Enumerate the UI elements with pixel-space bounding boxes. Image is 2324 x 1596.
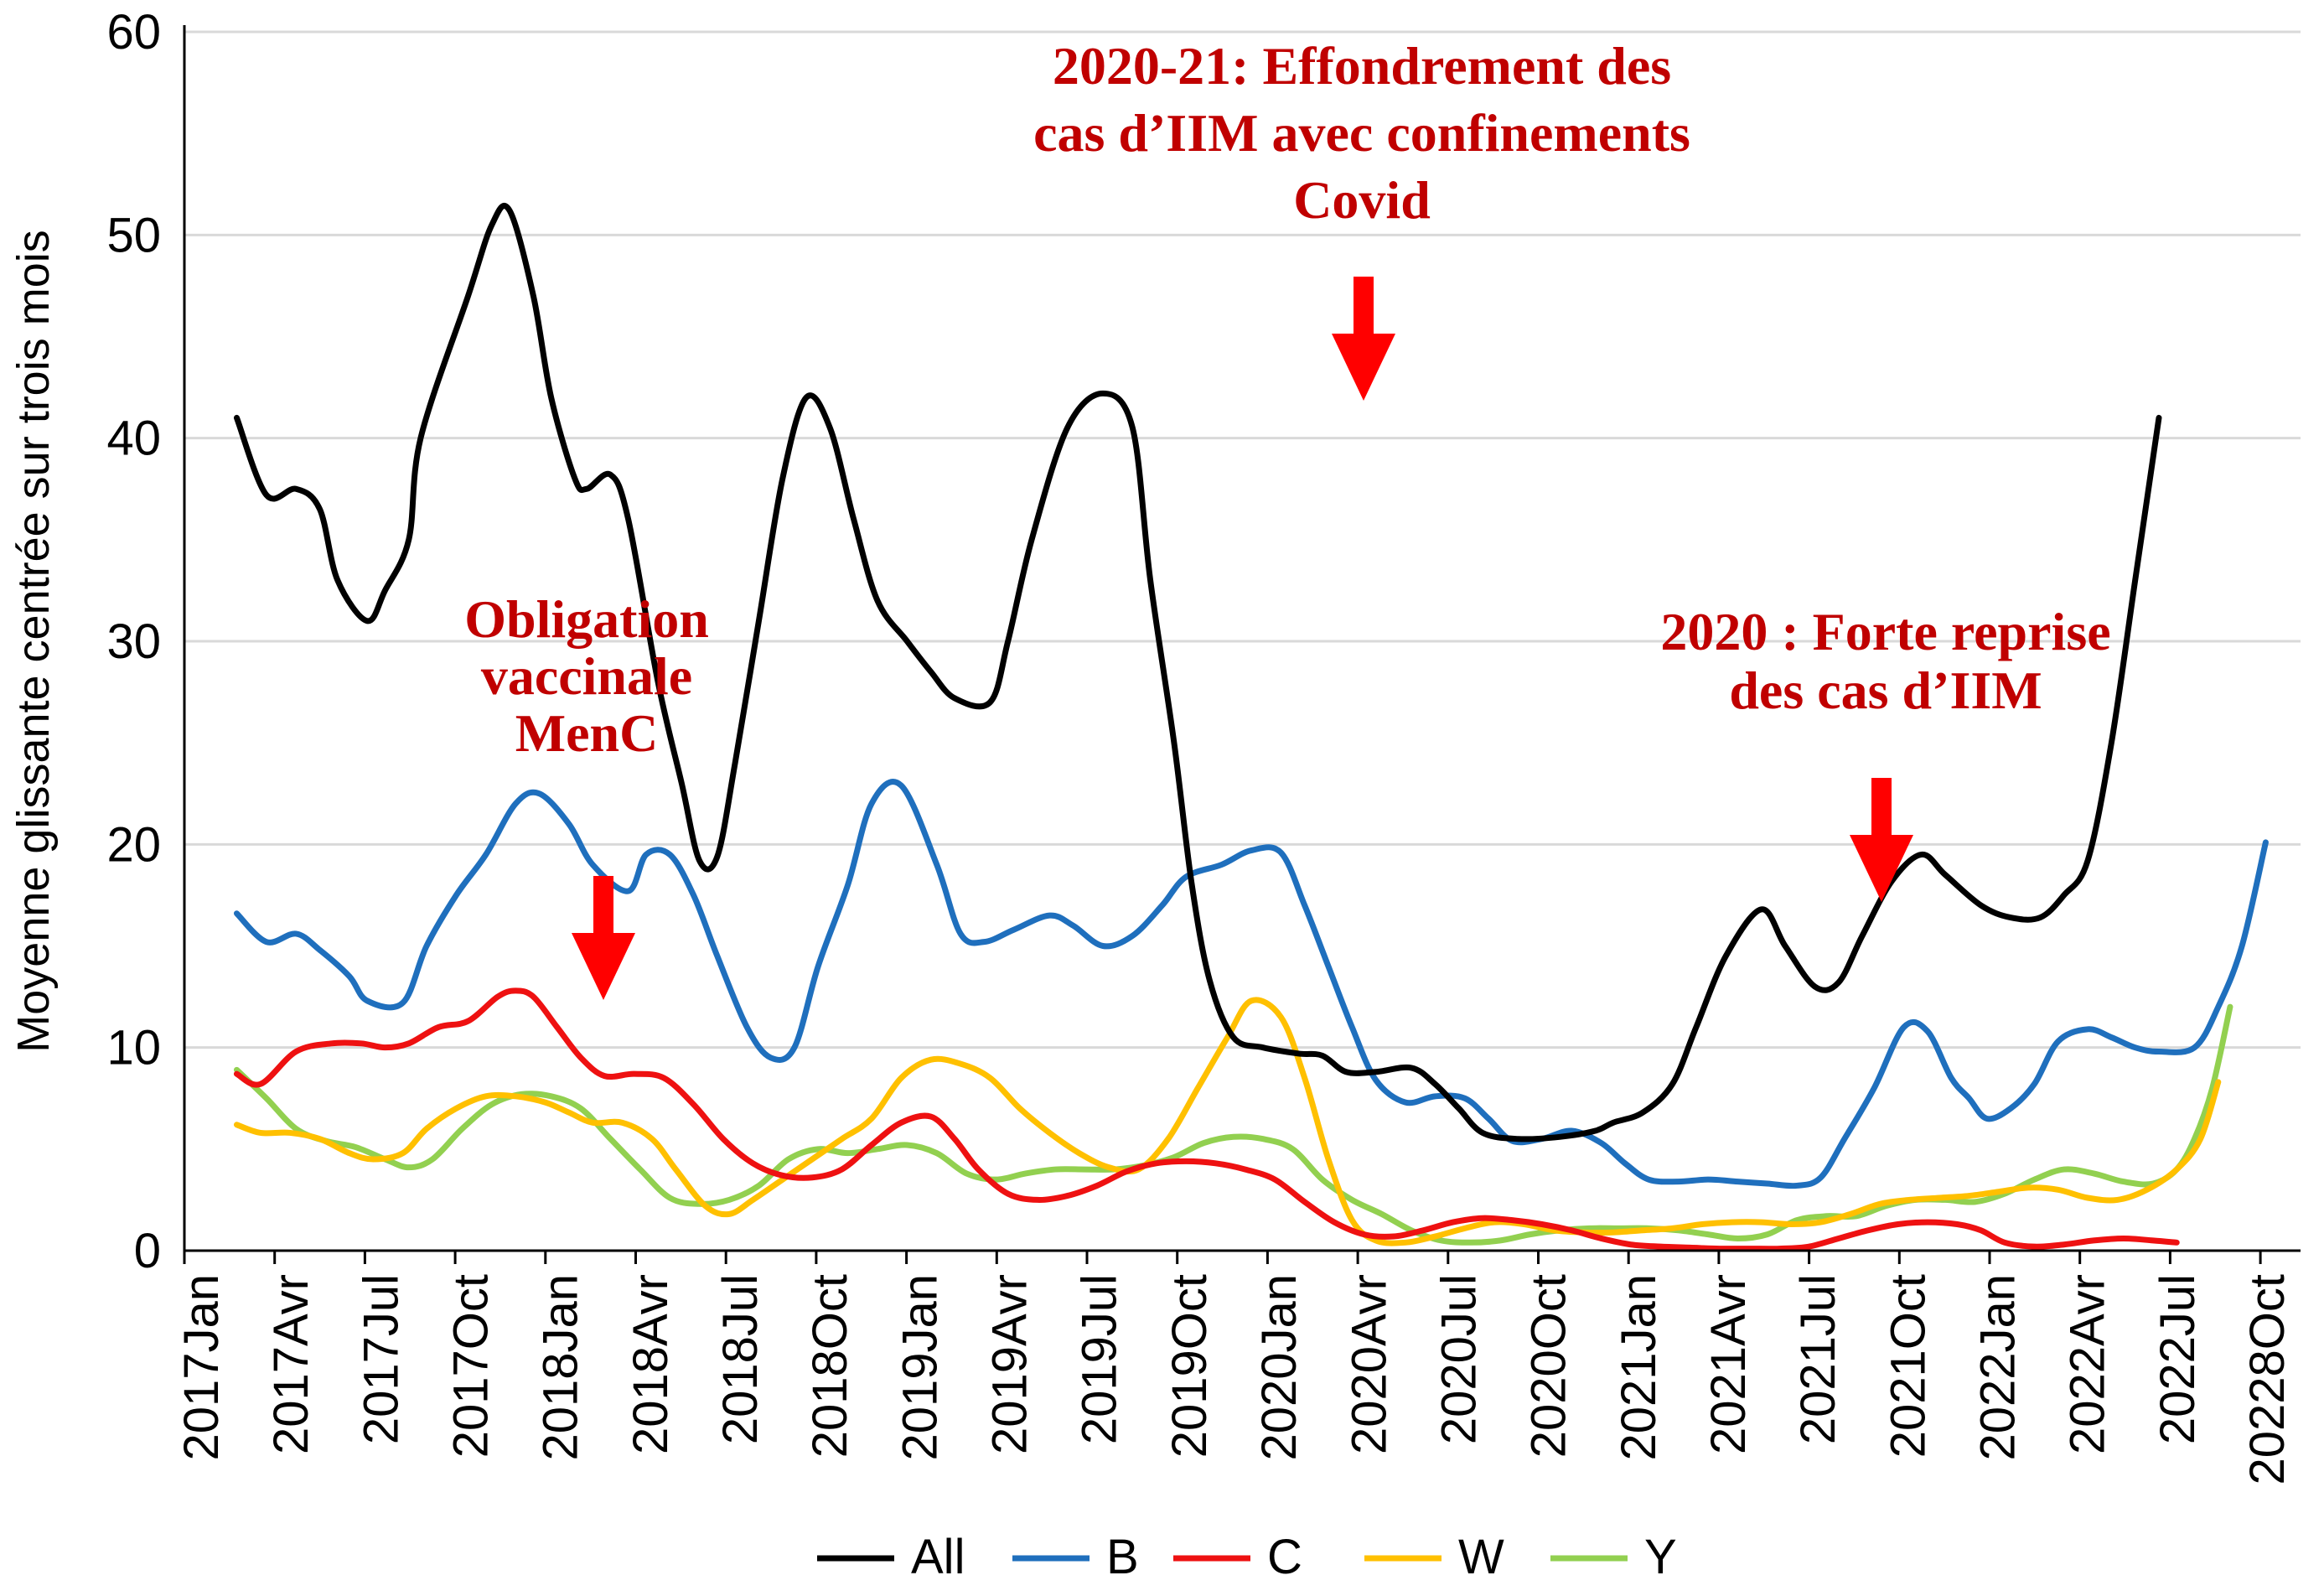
legend-label: B [1106, 1530, 1139, 1584]
x-tick-label: 2020Jan [1252, 1274, 1307, 1461]
x-tick-label: 2017Oct [444, 1274, 499, 1458]
legend-label: All [911, 1530, 965, 1584]
x-tick-label: 2022Avr [2061, 1274, 2115, 1454]
annotation-text: vaccinale [481, 646, 692, 706]
x-tick-label: 2022Jul [2151, 1274, 2205, 1444]
annotation-arrow-icon [572, 876, 635, 1000]
annotation-text: des cas d’IIM [1729, 661, 2042, 720]
x-tick-label: 2018Jul [713, 1274, 768, 1444]
annotation-text: MenC [515, 703, 659, 763]
axes: 0 10 20 30 40 50 60 2017Jan 2017Avr 2017Jul 2017Oc… [8, 5, 2301, 1485]
legend-label: Y [1644, 1530, 1677, 1584]
x-tick-label: 2022Jan [1970, 1274, 2025, 1461]
x-tick-label: 2021Jan [1612, 1274, 1666, 1461]
annotation-text: 2020-21: Effondrement des [1053, 36, 1671, 96]
y-tick-label: 0 [134, 1224, 161, 1278]
x-tick-label: 2021Avr [1701, 1274, 1756, 1454]
legend-label: W [1458, 1530, 1504, 1584]
series-line-w [233, 997, 2222, 1246]
legend-label: C [1267, 1530, 1302, 1584]
y-tick-label: 50 [106, 208, 161, 262]
annotation-text: Obligation [464, 589, 709, 649]
y-tick-label: 20 [106, 817, 161, 872]
x-tick-label: 2018Oct [803, 1274, 857, 1458]
series-line-all [233, 203, 2162, 1143]
x-tick-label: 2021Oct [1881, 1274, 1935, 1458]
annotation-arrow-icon [1850, 778, 1913, 902]
y-tick-label: 30 [106, 614, 161, 669]
annotation-text: Covid [1293, 170, 1431, 230]
y-axis-title: Moyenne glissante centrée sur trois mois [8, 230, 59, 1052]
annotation-text: 2020 : Forte reprise [1660, 602, 2110, 661]
x-tick-label: 2017Jan [174, 1274, 229, 1461]
x-tick-label: 2018Jan [534, 1274, 588, 1461]
x-tick-label: 2019Jan [893, 1274, 947, 1461]
x-tick-label: 2021Jul [1791, 1274, 1845, 1444]
x-tick-label: 2020Jul [1431, 1274, 1486, 1444]
x-tick-label: 2017Avr [264, 1274, 318, 1454]
y-tick-label: 40 [106, 412, 161, 466]
x-tick-label: 2019Avr [983, 1274, 1038, 1454]
x-tick-label: 2019Oct [1162, 1274, 1217, 1458]
annotation-arrow-icon [1332, 277, 1395, 401]
series-line-c [233, 987, 2180, 1252]
y-tick-label: 60 [106, 5, 161, 60]
annotation-text: cas d’IIM avec confinements [1033, 103, 1690, 163]
y-tick-label: 10 [106, 1021, 161, 1075]
series-lines [233, 203, 2269, 1252]
series-line-b [233, 779, 2269, 1189]
x-tick-label: 20228Oct [2240, 1274, 2295, 1485]
gridlines [184, 30, 2301, 1049]
x-tick-label: 2020Avr [1342, 1274, 1396, 1454]
x-tick-label: 2018Avr [624, 1274, 678, 1454]
legend: All B C W Y [817, 1530, 1677, 1584]
x-tick-label: 2019Jul [1073, 1274, 1127, 1444]
x-tick-label: 2017Jul [354, 1274, 408, 1444]
x-tick-label: 2020Oct [1522, 1274, 1576, 1458]
